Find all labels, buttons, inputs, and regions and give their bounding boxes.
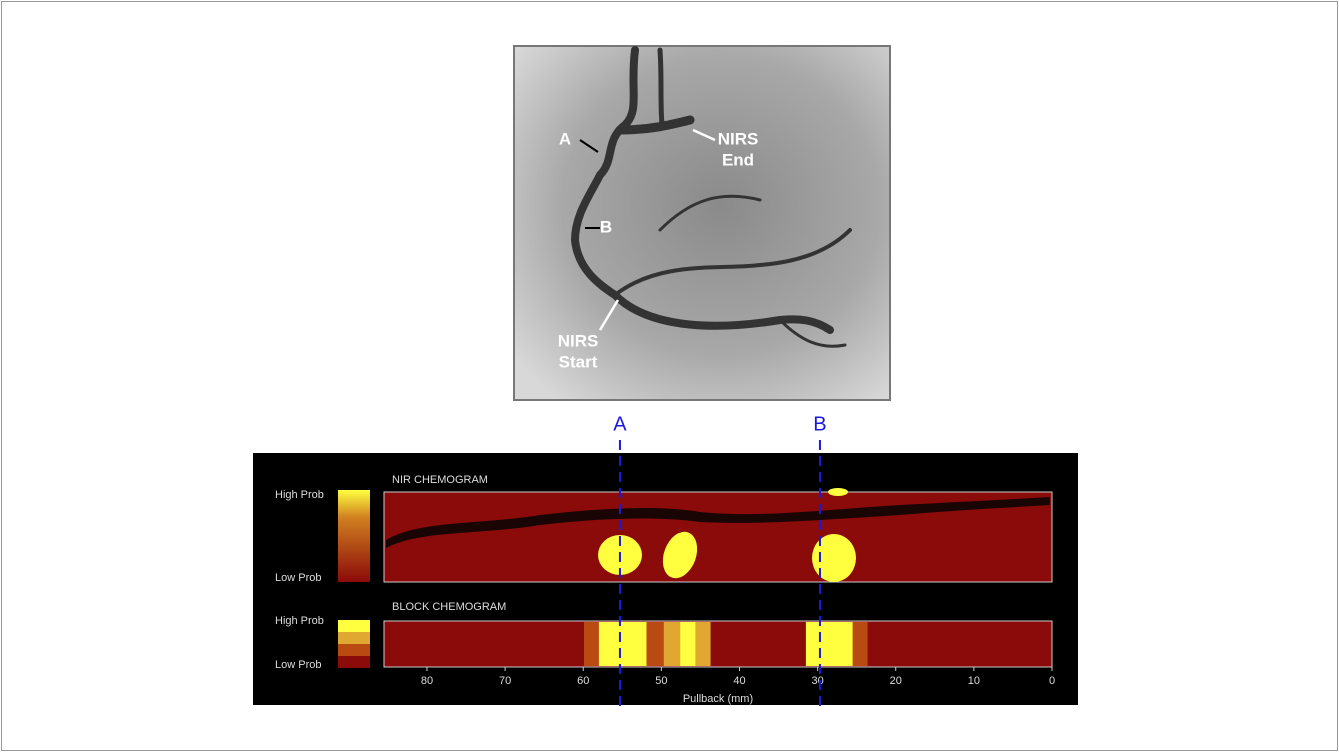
page: A B NIRS End NIRS Start 80 70 60 50 40 30 20 10 0 Pull…: [0, 0, 1339, 752]
angiogram-label: End: [722, 150, 754, 169]
figure: A B NIRS End NIRS Start 80 70 60 50 40 30 20 10 0 Pull…: [0, 0, 1339, 752]
marker-label: B: [813, 413, 826, 435]
block: [584, 622, 599, 666]
legend-swatch: [338, 656, 370, 668]
block: [680, 622, 696, 666]
angiogram-label: Start: [559, 352, 598, 371]
x-tick-label: 70: [499, 675, 511, 687]
block: [599, 622, 647, 666]
block-chemogram: [384, 621, 1052, 667]
x-tick-label: 10: [968, 675, 980, 687]
x-tick-label: 40: [733, 675, 745, 687]
legend-label: Low Prob: [275, 572, 321, 584]
angiogram-label: NIRS: [718, 129, 759, 148]
x-tick-label: 60: [577, 675, 589, 687]
legend-swatch: [338, 632, 370, 644]
x-axis-label: Pullback (mm): [683, 693, 753, 705]
x-tick-label: 20: [890, 675, 902, 687]
angiogram-label: NIRS: [558, 331, 599, 350]
block: [664, 622, 680, 666]
block-legend: [338, 620, 370, 668]
marker-label: A: [613, 413, 627, 435]
x-tick-label: 80: [421, 675, 433, 687]
legend-swatch: [338, 644, 370, 656]
x-tick-label: 50: [655, 675, 667, 687]
nir-chemogram: [384, 488, 1052, 583]
x-tick-label: 0: [1049, 675, 1055, 687]
legend-label: Low Prob: [275, 659, 321, 671]
legend-swatch: [338, 620, 370, 632]
legend-label: High Prob: [275, 489, 324, 501]
angiogram-label: A: [559, 129, 571, 148]
x-tick-label: 30: [811, 675, 823, 687]
block: [853, 622, 868, 666]
block-background: [384, 621, 1052, 667]
legend-label: High Prob: [275, 615, 324, 627]
panel-title: NIR CHEMOGRAM: [392, 474, 488, 486]
block: [806, 622, 853, 666]
block: [696, 622, 711, 666]
panel-title: BLOCK CHEMOGRAM: [392, 601, 506, 613]
nir-legend-gradient: [338, 490, 370, 582]
block: [647, 622, 664, 666]
angiogram-label: B: [600, 217, 612, 236]
